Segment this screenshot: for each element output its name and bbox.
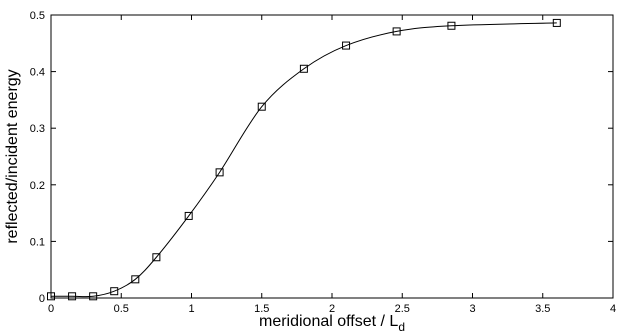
data-point-marker — [131, 275, 140, 284]
series-line — [50, 22, 557, 298]
x-tick-label: 0.5 — [114, 303, 129, 315]
x-axis-title-subscript: d — [398, 320, 405, 333]
x-axis-title: meridional offset / Ld — [259, 313, 405, 333]
data-point-marker — [215, 168, 224, 177]
y-tick-label: 0 — [39, 293, 45, 305]
data-point-marker — [184, 211, 193, 220]
y-tick-label: 0.2 — [30, 180, 45, 192]
x-tick-label: 3 — [469, 303, 475, 315]
x-tick-label: 3.5 — [535, 303, 550, 315]
data-point-marker — [47, 292, 55, 301]
data-point-marker — [552, 18, 561, 27]
y-axis-title: reflected/incident energy — [4, 69, 21, 243]
x-tick-label: 2.5 — [395, 303, 410, 315]
data-point-marker — [257, 102, 266, 111]
data-point-marker — [392, 27, 401, 36]
y-tick-label: 0.5 — [30, 10, 45, 22]
data-point-marker — [152, 253, 161, 262]
x-tick-label: 2 — [329, 303, 335, 315]
data-point-marker — [89, 292, 98, 301]
x-tick-label: 0 — [48, 303, 54, 315]
x-tick-label: 1 — [188, 303, 194, 315]
x-tick-label: 1.5 — [254, 303, 269, 315]
chart-marks: 0 0.5 1 1.5 2 2.5 3 3.5 4 0 0.1 0.2 0.3 0.4 0.5 — [30, 10, 616, 315]
data-point-marker — [342, 41, 351, 50]
y-tick-label: 0.3 — [30, 123, 45, 135]
y-tick-label: 0.4 — [30, 67, 45, 79]
data-point-marker — [447, 21, 456, 30]
plot-frame — [50, 14, 614, 299]
data-point-marker — [68, 292, 77, 301]
y-tick-label: 0.1 — [30, 236, 45, 248]
data-point-marker — [299, 64, 308, 73]
x-axis-title-main: meridional offset / L — [259, 313, 398, 330]
data-point-marker — [110, 287, 119, 296]
x-tick-label: 4 — [610, 303, 616, 315]
